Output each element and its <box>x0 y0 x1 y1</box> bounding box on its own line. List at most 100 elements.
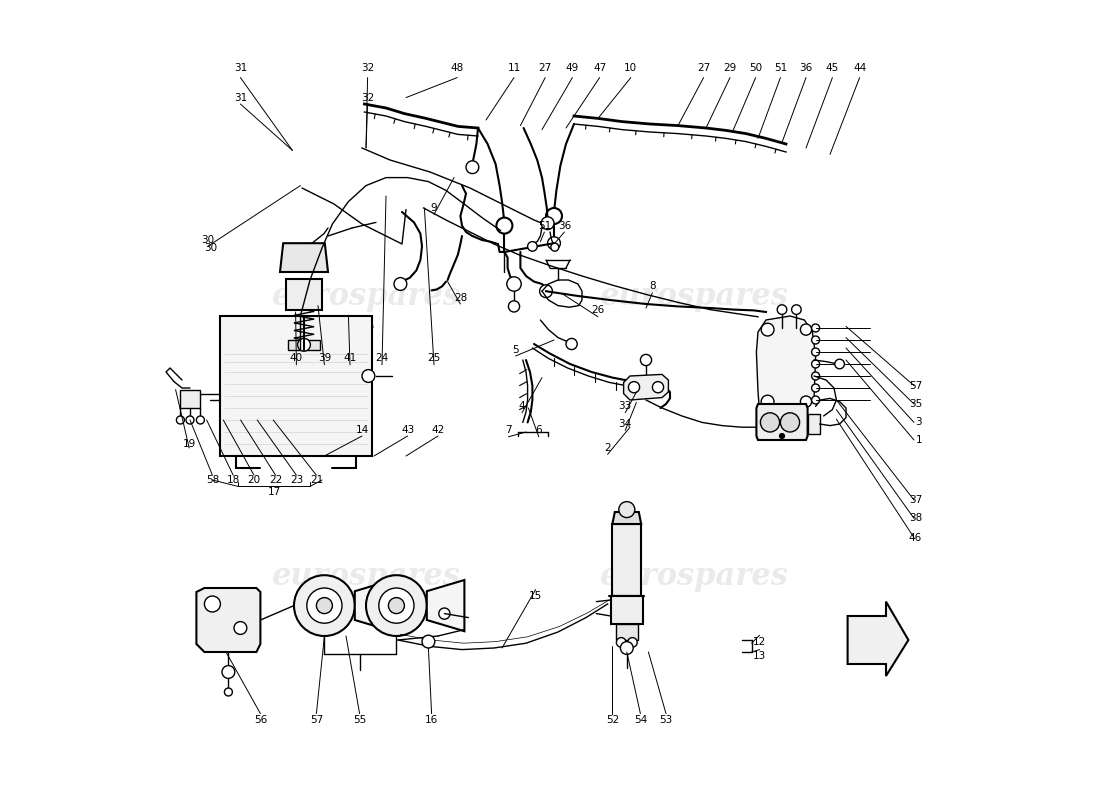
Circle shape <box>394 278 407 290</box>
Text: eurospares: eurospares <box>600 281 789 311</box>
Circle shape <box>307 588 342 623</box>
Circle shape <box>366 575 427 636</box>
Text: eurospares: eurospares <box>272 561 461 591</box>
Bar <box>610 596 642 624</box>
Bar <box>613 524 641 596</box>
Text: 1: 1 <box>915 435 922 445</box>
Circle shape <box>548 237 560 250</box>
Circle shape <box>546 208 562 224</box>
Bar <box>180 390 200 408</box>
Text: 24: 24 <box>375 354 388 363</box>
Polygon shape <box>757 316 815 412</box>
Text: 37: 37 <box>909 495 922 505</box>
Circle shape <box>388 598 405 614</box>
Circle shape <box>792 305 801 314</box>
Circle shape <box>761 323 774 336</box>
Circle shape <box>812 348 820 356</box>
Text: 21: 21 <box>310 475 323 485</box>
Circle shape <box>541 217 554 230</box>
Circle shape <box>507 277 521 291</box>
Text: 50: 50 <box>749 63 762 73</box>
Text: 44: 44 <box>852 63 866 73</box>
Text: 32: 32 <box>361 93 374 102</box>
Text: 40: 40 <box>289 354 302 363</box>
Text: 48: 48 <box>451 63 464 73</box>
Circle shape <box>812 372 820 380</box>
Text: 5: 5 <box>513 345 519 354</box>
Text: 45: 45 <box>826 63 839 73</box>
Text: 56: 56 <box>254 715 267 725</box>
Text: 31: 31 <box>234 93 248 102</box>
Polygon shape <box>355 580 393 631</box>
Text: 6: 6 <box>536 426 542 435</box>
Circle shape <box>620 642 634 654</box>
Text: 39: 39 <box>318 354 331 363</box>
Circle shape <box>186 416 194 424</box>
Circle shape <box>760 413 780 432</box>
Text: 22: 22 <box>270 475 283 485</box>
Text: 13: 13 <box>754 651 767 661</box>
Bar <box>616 624 638 640</box>
Circle shape <box>640 354 651 366</box>
Text: 38: 38 <box>909 514 922 523</box>
Text: 46: 46 <box>909 533 922 542</box>
Circle shape <box>835 359 845 369</box>
Circle shape <box>812 384 820 392</box>
Circle shape <box>496 218 513 234</box>
Circle shape <box>378 588 414 623</box>
Circle shape <box>812 396 820 404</box>
Text: 3: 3 <box>915 418 922 427</box>
Text: 41: 41 <box>343 354 356 363</box>
Text: 52: 52 <box>606 715 619 725</box>
Text: 9: 9 <box>431 203 438 213</box>
Circle shape <box>761 395 774 408</box>
Bar <box>807 414 820 434</box>
Text: 17: 17 <box>267 487 280 497</box>
Text: 34: 34 <box>618 419 631 429</box>
Polygon shape <box>848 602 909 676</box>
Text: 18: 18 <box>227 475 240 485</box>
Polygon shape <box>613 512 641 524</box>
Circle shape <box>222 666 234 678</box>
Circle shape <box>176 416 185 424</box>
Circle shape <box>778 305 786 314</box>
Circle shape <box>197 416 205 424</box>
Circle shape <box>780 434 784 438</box>
Text: eurospares: eurospares <box>272 281 461 311</box>
Text: 12: 12 <box>754 637 767 646</box>
Circle shape <box>616 638 626 647</box>
Circle shape <box>234 622 246 634</box>
Bar <box>288 340 320 350</box>
Circle shape <box>205 596 220 612</box>
Circle shape <box>812 324 820 332</box>
Circle shape <box>566 338 578 350</box>
Text: 36: 36 <box>558 221 571 230</box>
Circle shape <box>801 396 812 407</box>
Text: 31: 31 <box>234 63 248 73</box>
Text: 49: 49 <box>565 63 579 73</box>
Text: 53: 53 <box>659 715 672 725</box>
Circle shape <box>298 338 310 351</box>
Text: 55: 55 <box>353 715 366 725</box>
Text: 43: 43 <box>402 425 415 434</box>
Text: 27: 27 <box>697 63 711 73</box>
Circle shape <box>619 502 635 518</box>
Text: eurospares: eurospares <box>600 561 789 591</box>
Text: 36: 36 <box>800 63 813 73</box>
Circle shape <box>540 285 552 298</box>
Text: 11: 11 <box>507 63 520 73</box>
Circle shape <box>439 608 450 619</box>
Text: 54: 54 <box>634 715 647 725</box>
Text: 33: 33 <box>618 402 631 411</box>
Text: 47: 47 <box>593 63 606 73</box>
Circle shape <box>551 243 559 251</box>
Text: 42: 42 <box>431 425 444 434</box>
Text: 19: 19 <box>183 439 196 449</box>
Text: 57: 57 <box>310 715 323 725</box>
Text: 57: 57 <box>909 381 922 390</box>
Text: 29: 29 <box>724 63 737 73</box>
Circle shape <box>422 635 435 648</box>
Circle shape <box>224 688 232 696</box>
Polygon shape <box>280 243 328 272</box>
Circle shape <box>812 336 820 344</box>
